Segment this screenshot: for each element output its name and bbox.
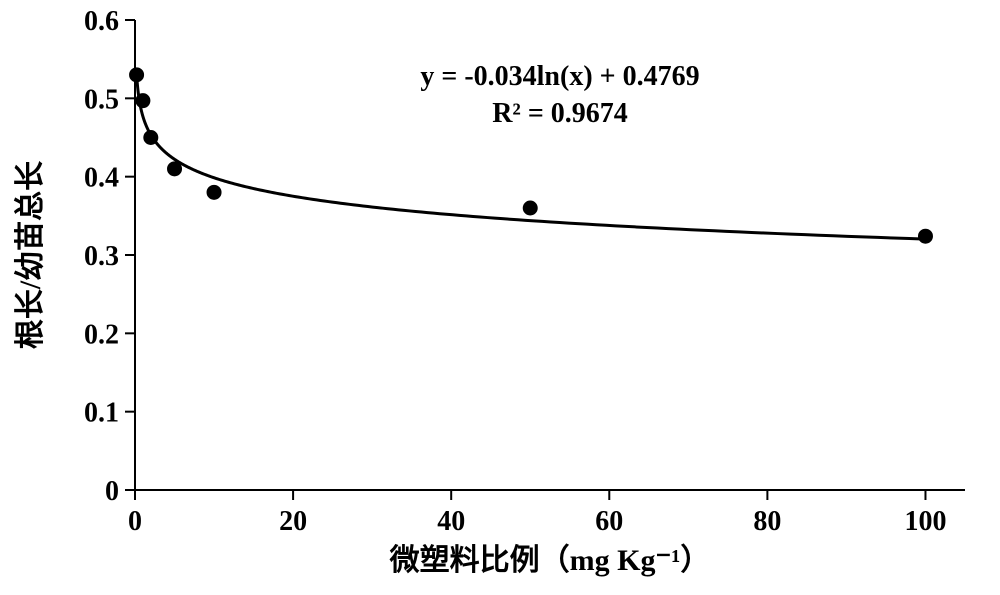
x-tick-label: 20: [279, 506, 307, 537]
x-tick-label: 0: [128, 506, 142, 537]
data-point: [918, 229, 932, 243]
x-tick-label: 80: [753, 506, 781, 537]
chart-container: 0 20 40 60 80 100 0 0.1 0.2 0.3 0.4 0.5 0.6 微塑料比例（mg …: [0, 0, 1000, 595]
y-tick-label: 0.1: [84, 398, 119, 429]
x-tick-label: 60: [595, 506, 623, 537]
data-point: [130, 68, 144, 82]
y-tick-label: 0.5: [84, 84, 119, 115]
x-axis-title: 微塑料比例（mg Kg⁻¹）: [389, 543, 711, 577]
x-tick-label: 100: [904, 506, 946, 537]
data-point: [168, 162, 182, 176]
y-tick-label: 0.3: [84, 241, 119, 272]
chart-svg: 0 20 40 60 80 100 0 0.1 0.2 0.3 0.4 0.5 0.6 微塑料比例（mg …: [0, 0, 1000, 595]
equation-line-2: R² = 0.9674: [492, 98, 628, 129]
y-axis-title: 根长/幼苗总长: [14, 161, 47, 349]
data-point: [136, 94, 150, 108]
y-tick-label: 0.6: [84, 6, 119, 37]
data-point: [144, 131, 158, 145]
data-point: [207, 185, 221, 199]
equation-line-1: y = -0.034ln(x) + 0.4769: [420, 61, 699, 92]
x-tick-label: 40: [437, 506, 465, 537]
data-point: [523, 201, 537, 215]
y-tick-label: 0.4: [84, 163, 119, 194]
y-tick-label: 0: [105, 476, 119, 507]
y-tick-label: 0.2: [84, 319, 119, 350]
